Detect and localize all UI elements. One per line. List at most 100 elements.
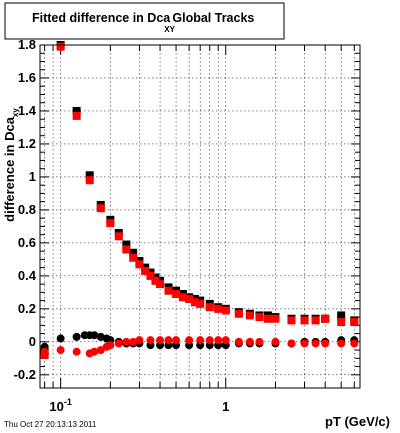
- chart-title-subscript: XY: [164, 25, 175, 34]
- data-point-square: [271, 314, 280, 323]
- y-tick-label: 1.4: [18, 103, 37, 118]
- data-point-square: [311, 316, 320, 325]
- y-tick-label: 1.2: [18, 136, 36, 151]
- data-point-circle: [164, 336, 173, 345]
- data-point-square: [164, 286, 173, 295]
- data-point-square: [263, 314, 272, 323]
- data-point-circle: [337, 339, 346, 348]
- data-point-square: [56, 42, 65, 51]
- data-point-square: [151, 276, 160, 285]
- data-point-square: [135, 260, 144, 269]
- data-point-square: [141, 266, 150, 275]
- data-point-circle: [196, 336, 205, 345]
- timestamp-footer: Thu Oct 27 20:13:13 2011: [4, 420, 97, 429]
- data-point-circle: [146, 336, 155, 345]
- y-axis-title: difference in Dcaxy: [2, 108, 20, 222]
- data-point-circle: [271, 337, 280, 346]
- data-point-square: [300, 316, 309, 325]
- y-tick-label: 0.8: [18, 202, 36, 217]
- data-point-circle: [350, 339, 359, 348]
- data-point-square: [287, 316, 296, 325]
- data-point-circle: [72, 347, 81, 356]
- y-tick-labels: -0.2 0 0.2 0.4 0.6 0.8 1 1.2 1.4 1.6 1.8: [14, 37, 37, 382]
- data-point-circle: [205, 336, 214, 345]
- data-point-circle: [172, 336, 181, 345]
- data-point-square: [221, 306, 230, 315]
- data-point-circle: [287, 339, 296, 348]
- data-point-square: [321, 314, 330, 323]
- grid-lines: [40, 44, 360, 388]
- data-point-square: [85, 171, 94, 180]
- data-point-square: [196, 299, 205, 308]
- data-point-square: [85, 176, 94, 185]
- data-point-circle: [311, 339, 320, 348]
- data-point-circle: [255, 337, 264, 346]
- data-point-square: [129, 248, 138, 257]
- axis-ticks: [40, 44, 360, 388]
- x-tick-label-exponent: -1: [64, 397, 72, 407]
- data-point-square: [122, 245, 131, 254]
- data-point-square: [146, 271, 155, 280]
- chart-title: Fitted difference in Dca XY Global Tracks: [32, 11, 254, 34]
- data-point-square: [156, 280, 165, 289]
- y-tick-label: 1: [29, 169, 36, 184]
- data-point-circle: [221, 336, 230, 345]
- data-point-circle: [214, 336, 223, 345]
- data-point-square: [72, 106, 81, 115]
- data-point-circle: [185, 336, 194, 345]
- y-tick-label: 0: [29, 334, 36, 349]
- data-point-circle: [56, 334, 65, 343]
- data-point-circle: [90, 331, 99, 340]
- data-point-square: [185, 294, 194, 303]
- data-point-square: [214, 304, 223, 313]
- data-point-square: [234, 309, 243, 318]
- data-point-square: [337, 311, 346, 320]
- x-tick-label-base: 10: [49, 399, 63, 414]
- data-point-circle: [135, 336, 144, 345]
- data-point-circle: [90, 347, 99, 356]
- data-point-circle: [114, 339, 123, 348]
- y-tick-label: 0.6: [18, 235, 36, 250]
- data-point-circle: [40, 347, 49, 356]
- data-point-square: [205, 303, 214, 312]
- y-tick-label: 1.8: [18, 37, 36, 52]
- x-axis-title: pT (GeV/c): [325, 414, 390, 429]
- data-point-square: [106, 219, 115, 228]
- chart-title-suffix: Global Tracks: [169, 11, 255, 25]
- data-point-square: [350, 318, 359, 327]
- data-point-square: [172, 290, 181, 299]
- data-markers: [40, 41, 359, 360]
- data-point-square: [96, 204, 105, 213]
- y-tick-label: 0.2: [18, 301, 36, 316]
- data-point-square: [114, 232, 123, 241]
- data-point-square: [190, 298, 199, 307]
- y-axis-title-subscript: xy: [11, 108, 20, 117]
- data-point-circle: [72, 332, 81, 341]
- y-axis-title-main: difference in Dca: [2, 116, 17, 222]
- plot-frame: [39, 44, 361, 389]
- title-box: [4, 2, 285, 40]
- y-tick-label: -0.2: [14, 367, 36, 382]
- data-point-circle: [245, 337, 254, 346]
- data-point-square: [337, 318, 346, 327]
- x-tick-label-base: 1: [222, 399, 229, 414]
- data-point-square: [122, 240, 131, 249]
- data-point-square: [129, 253, 138, 262]
- data-point-circle: [156, 336, 165, 345]
- y-tick-label: 0.4: [18, 268, 37, 283]
- data-point-circle: [129, 337, 138, 346]
- y-tick-label: 1.6: [18, 70, 36, 85]
- x-tick-labels: 10-1 1: [49, 397, 229, 414]
- data-point-circle: [106, 341, 115, 350]
- data-point-circle: [122, 337, 131, 346]
- data-point-square: [72, 111, 81, 120]
- data-point-square: [255, 313, 264, 322]
- data-point-circle: [234, 337, 243, 346]
- data-point-circle: [96, 346, 105, 355]
- data-point-square: [178, 293, 187, 302]
- x-tick-label: 10-1: [49, 397, 71, 414]
- x-tick-label: 1: [222, 399, 229, 414]
- data-point-circle: [321, 339, 330, 348]
- data-point-circle: [56, 346, 65, 355]
